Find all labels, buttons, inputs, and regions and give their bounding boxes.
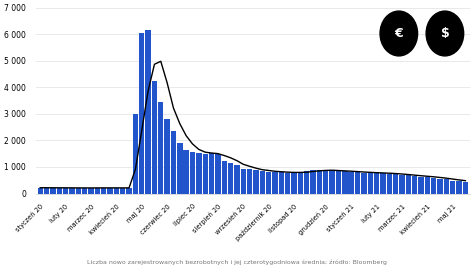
Bar [247, 169, 252, 193]
Bar [107, 188, 113, 193]
Bar [127, 188, 132, 193]
Text: €: € [394, 27, 403, 40]
Text: $: $ [440, 27, 449, 40]
Bar [393, 174, 398, 193]
Circle shape [380, 11, 418, 56]
Text: Liczba nowo zarejestrowanych bezrobotnych i jej czterotygodniowa średnia; źródło: Liczba nowo zarejestrowanych bezrobotnyc… [87, 260, 387, 265]
Bar [367, 173, 373, 193]
Bar [101, 188, 106, 193]
Bar [425, 177, 430, 193]
Bar [69, 188, 74, 193]
Bar [158, 102, 164, 193]
Bar [177, 143, 182, 193]
Bar [438, 179, 443, 193]
Bar [228, 163, 233, 193]
Bar [164, 119, 170, 193]
Bar [44, 188, 49, 193]
Bar [260, 171, 265, 193]
Bar [272, 172, 278, 193]
Bar [431, 178, 437, 193]
Bar [95, 188, 100, 193]
Bar [399, 175, 405, 193]
Bar [234, 165, 240, 193]
Bar [292, 173, 297, 193]
Bar [120, 188, 126, 193]
Bar [171, 131, 176, 193]
Bar [444, 180, 449, 193]
Bar [139, 33, 145, 193]
Bar [463, 182, 468, 193]
Bar [56, 188, 62, 193]
Bar [450, 181, 456, 193]
Bar [152, 81, 157, 193]
Bar [285, 173, 291, 193]
Bar [241, 169, 246, 193]
Bar [342, 172, 347, 193]
Bar [456, 181, 462, 193]
Bar [323, 170, 328, 193]
Bar [317, 170, 322, 193]
Bar [75, 188, 81, 193]
Bar [336, 171, 341, 193]
Bar [209, 153, 214, 193]
Bar [406, 176, 411, 193]
Bar [310, 170, 316, 193]
Circle shape [426, 11, 464, 56]
Bar [253, 170, 259, 193]
Bar [304, 172, 310, 193]
Bar [114, 188, 119, 193]
Bar [329, 171, 335, 193]
Bar [190, 152, 195, 193]
Bar [412, 176, 417, 193]
Bar [418, 177, 424, 193]
Bar [221, 161, 227, 193]
Bar [380, 173, 385, 193]
Bar [386, 174, 392, 193]
Bar [196, 153, 201, 193]
Bar [361, 173, 366, 193]
Bar [63, 188, 68, 193]
Bar [279, 172, 284, 193]
Bar [374, 173, 379, 193]
Bar [133, 114, 138, 193]
Bar [88, 188, 94, 193]
Bar [183, 150, 189, 193]
Bar [82, 188, 87, 193]
Bar [215, 154, 220, 193]
Bar [348, 172, 354, 193]
Bar [50, 188, 55, 193]
Bar [266, 172, 271, 193]
Bar [37, 188, 43, 193]
Bar [146, 30, 151, 193]
Bar [202, 154, 208, 193]
Bar [298, 172, 303, 193]
Bar [355, 172, 360, 193]
